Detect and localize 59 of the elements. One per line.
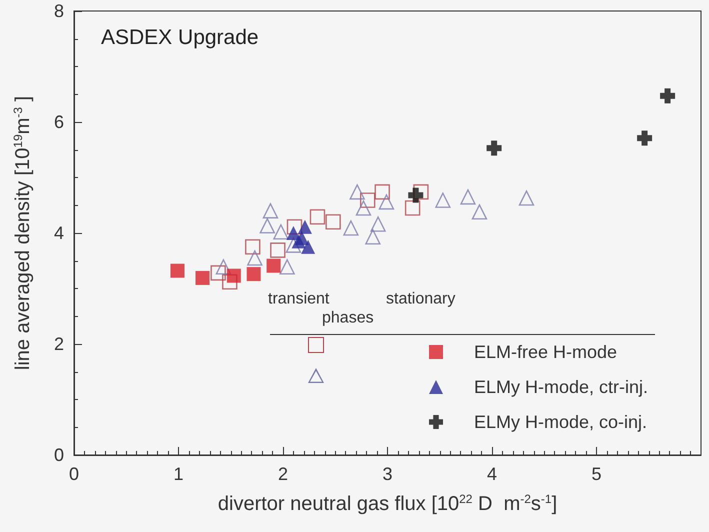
point [246,267,261,282]
point [286,238,302,253]
point [216,259,232,275]
point [262,203,278,218]
legend-label: ELMy H-mode, co-inj. [474,412,648,432]
point [245,239,260,255]
point [518,190,534,206]
y-tick-label: 6 [54,112,64,132]
annotation: stationary [386,290,456,308]
point [486,140,502,156]
point [196,270,210,285]
x-tick-label: 5 [591,464,602,484]
point [370,216,386,232]
point [460,189,476,205]
point [226,268,241,283]
point [280,259,295,275]
point [435,192,451,208]
text: ASDEX Upgrade [101,26,259,49]
y-axis-title: line averaged density [1019m-3 ] [11,96,34,370]
point [260,218,275,234]
x-tick-label: 3 [382,464,393,484]
point [365,229,381,245]
y-tick-label: 2 [54,334,64,354]
y-tick-label: 0 [54,445,64,465]
point [413,184,429,200]
point [247,250,262,266]
x-tick-label: 4 [486,464,498,484]
point [356,200,372,216]
point [298,220,312,234]
point [286,219,302,235]
legend-label: ELMy H-mode, ctr-inj. [474,377,648,397]
point [301,240,316,254]
point [378,194,394,210]
legend-label: ELM-free H-mode [474,342,618,362]
point [350,184,365,200]
y-tick-label: 4 [54,223,64,243]
point [374,184,390,200]
point [273,224,289,240]
point [270,242,286,258]
y-tick-label: 8 [54,1,64,21]
point [266,258,281,273]
point [660,88,676,104]
point [326,214,341,230]
annotation: transient [268,290,330,308]
point [343,220,359,236]
point [408,188,424,203]
x-tick-label: 0 [68,464,80,484]
point [222,274,238,290]
point [210,265,226,281]
point [292,234,306,248]
x-tick-label: 2 [278,464,288,484]
point [637,130,652,146]
point [170,264,184,278]
point [360,192,376,208]
x-tick-label: 1 [173,464,184,484]
point [310,209,326,225]
annotation: phases [322,310,374,326]
point [472,204,488,220]
point [404,200,420,216]
